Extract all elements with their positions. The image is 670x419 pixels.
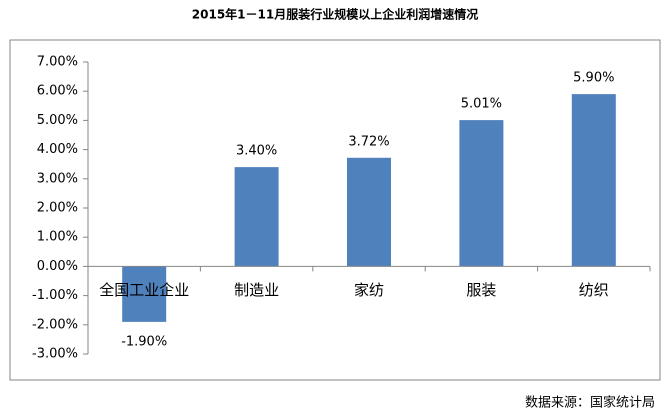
y-tick-label: -3.00% bbox=[32, 347, 78, 362]
x-tick-label: 服装 bbox=[466, 281, 496, 299]
bar bbox=[347, 157, 391, 267]
x-tick-label: 家纺 bbox=[354, 281, 384, 299]
y-tick-label: 3.00% bbox=[37, 171, 78, 186]
chart-frame bbox=[9, 39, 661, 381]
y-tick-label: -1.00% bbox=[32, 288, 78, 303]
y-tick-label: 4.00% bbox=[37, 142, 78, 157]
bar bbox=[122, 266, 167, 322]
bar bbox=[459, 120, 504, 267]
y-tick-label: 6.00% bbox=[37, 84, 78, 99]
x-tick-label: 制造业 bbox=[234, 281, 279, 299]
value-label: -1.90% bbox=[121, 334, 167, 349]
y-tick-label: -2.00% bbox=[32, 317, 78, 332]
x-tick-label: 纺织 bbox=[579, 281, 609, 299]
value-label: 3.72% bbox=[348, 134, 389, 149]
value-label: 5.01% bbox=[461, 97, 502, 112]
y-tick-label: 1.00% bbox=[37, 230, 78, 245]
bar bbox=[234, 167, 279, 267]
y-tick-label: 7.00% bbox=[37, 55, 78, 70]
chart-title: 2015年1－11月服装行业规模以上企业利润增速情况 bbox=[192, 7, 478, 22]
x-tick-label: 全国工业企业 bbox=[99, 281, 189, 299]
y-tick-label: 5.00% bbox=[37, 113, 78, 128]
bar bbox=[571, 94, 616, 267]
y-tick-label: 0.00% bbox=[37, 259, 78, 274]
y-tick-label: 2.00% bbox=[37, 201, 78, 216]
value-label: 5.90% bbox=[573, 71, 614, 86]
value-label: 3.40% bbox=[236, 144, 277, 159]
source: 数据来源：国家统计局 bbox=[525, 395, 655, 411]
